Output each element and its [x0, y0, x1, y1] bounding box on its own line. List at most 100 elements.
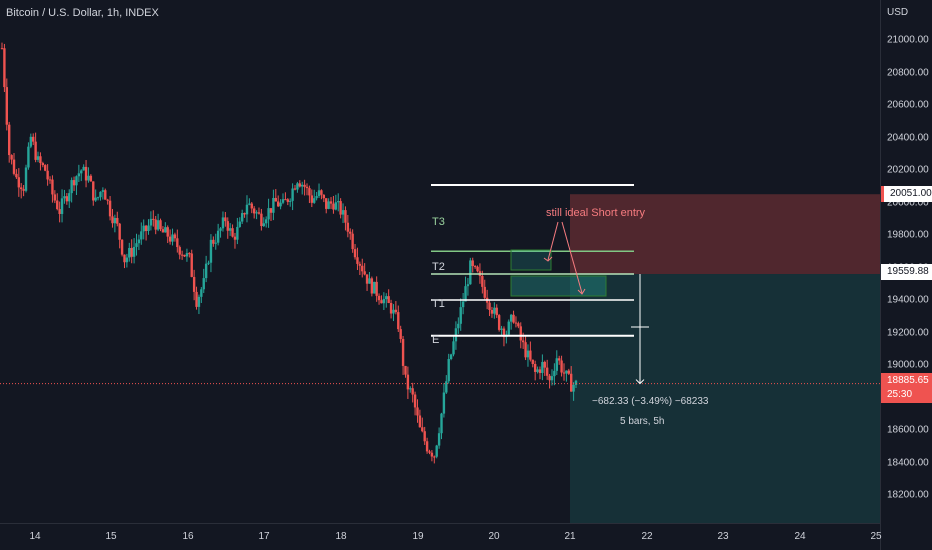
y-tick-label: 20600.00: [887, 99, 929, 111]
candle-body: [423, 431, 426, 442]
candle-body: [437, 433, 441, 446]
candle-body: [183, 254, 186, 257]
candle-body: [128, 248, 131, 258]
candle-body: [404, 365, 407, 375]
candle-body: [252, 208, 256, 214]
x-tick-label: 18: [335, 531, 347, 542]
candle-body: [382, 299, 386, 304]
candle-body: [281, 199, 285, 203]
candle-body: [3, 48, 6, 88]
candle-body: [228, 228, 232, 231]
candle-body: [94, 197, 97, 201]
candle-body: [209, 239, 213, 263]
candle-body: [154, 219, 157, 230]
candle-body: [89, 175, 93, 182]
candle-body: [63, 196, 66, 199]
candle-body: [337, 201, 340, 203]
candle-body: [238, 221, 241, 227]
candle-body: [144, 225, 148, 231]
candle-body: [140, 231, 143, 240]
countdown-value: 25:30: [887, 389, 913, 400]
candle-body: [425, 441, 429, 452]
candle-body: [221, 217, 225, 229]
candle-body: [557, 358, 561, 361]
x-tick-label: 25: [870, 531, 882, 542]
candle-body: [243, 213, 246, 215]
x-tick-label: 23: [717, 531, 729, 542]
candle-body: [250, 203, 253, 209]
candle-body: [214, 242, 217, 244]
candle-body: [204, 263, 208, 279]
price-chart[interactable]: [0, 0, 880, 523]
candle-body: [200, 289, 203, 297]
candle-body: [466, 284, 470, 287]
candle-body: [166, 227, 169, 237]
candle-body: [464, 286, 467, 302]
label-t2: T2: [432, 261, 445, 273]
candle-body: [531, 359, 534, 364]
candle-body: [171, 234, 174, 242]
candle-body: [60, 198, 64, 214]
candle-body: [481, 275, 484, 287]
candle-body: [553, 370, 556, 377]
candle-body: [428, 451, 431, 453]
time-axis[interactable]: 14 15 16 17 18 19 20 21 22 23 24 25: [0, 523, 882, 550]
candle-body: [178, 247, 181, 255]
candle-body: [442, 392, 446, 414]
candle-body: [346, 222, 350, 232]
y-tick-label: 20800.00: [887, 67, 929, 78]
candle-body: [161, 229, 165, 233]
candle-body: [517, 323, 520, 327]
stop-price-badge: 20051.00: [881, 186, 932, 202]
candle-body: [329, 201, 333, 204]
candle-body: [75, 176, 78, 186]
candle-body: [106, 199, 109, 201]
candle-body: [387, 296, 390, 303]
y-tick-label: 21000.00: [887, 34, 929, 46]
candle-body: [332, 203, 335, 210]
candle-body: [219, 228, 222, 231]
candle-body: [473, 266, 477, 268]
candle-body: [305, 186, 309, 189]
chart-area[interactable]: Bitcoin / U.S. Dollar, 1h, INDEX T3 T2 T…: [0, 0, 880, 523]
candle-body: [483, 286, 486, 298]
candle-body: [514, 322, 518, 324]
candle-body: [180, 254, 184, 256]
price-axis[interactable]: USD 21000.00 20800.00 20600.00 20400.00 2020…: [880, 0, 932, 550]
candle-body: [550, 376, 554, 381]
candle-body: [339, 201, 342, 215]
candle-body: [565, 370, 568, 374]
candle-body: [560, 360, 563, 373]
candle-body: [152, 218, 155, 220]
candle-body: [399, 329, 402, 339]
x-tick-label: 16: [182, 531, 194, 542]
candle-body: [562, 372, 566, 374]
candle-body: [452, 341, 455, 355]
candle-body: [267, 208, 270, 220]
candle-body: [72, 180, 76, 186]
candle-body: [0, 48, 4, 50]
y-tick-label: 20200.00: [887, 164, 929, 176]
candle-body: [368, 278, 371, 284]
x-tick-label: 20: [488, 531, 500, 542]
candle-body: [461, 301, 465, 308]
candle-body: [363, 271, 366, 275]
candle-body: [301, 184, 304, 187]
candle-body: [447, 359, 450, 382]
candle-body: [380, 300, 383, 304]
last-price-badge: 18885.65 25:30: [881, 373, 932, 403]
candle-body: [469, 260, 472, 285]
y-tick-label: 20400.00: [887, 132, 929, 143]
last-price-value: 18885.65: [887, 375, 929, 386]
candle-body: [433, 456, 436, 458]
box-upper: [510, 249, 552, 271]
candle-body: [497, 315, 501, 330]
candle-body: [29, 136, 33, 147]
candle-body: [418, 415, 422, 428]
candle-body: [569, 373, 573, 392]
candle-body: [53, 194, 57, 201]
candle-body: [233, 236, 237, 240]
candle-body: [17, 177, 21, 188]
candle-body: [449, 354, 453, 360]
x-tick-label: 17: [258, 531, 270, 542]
